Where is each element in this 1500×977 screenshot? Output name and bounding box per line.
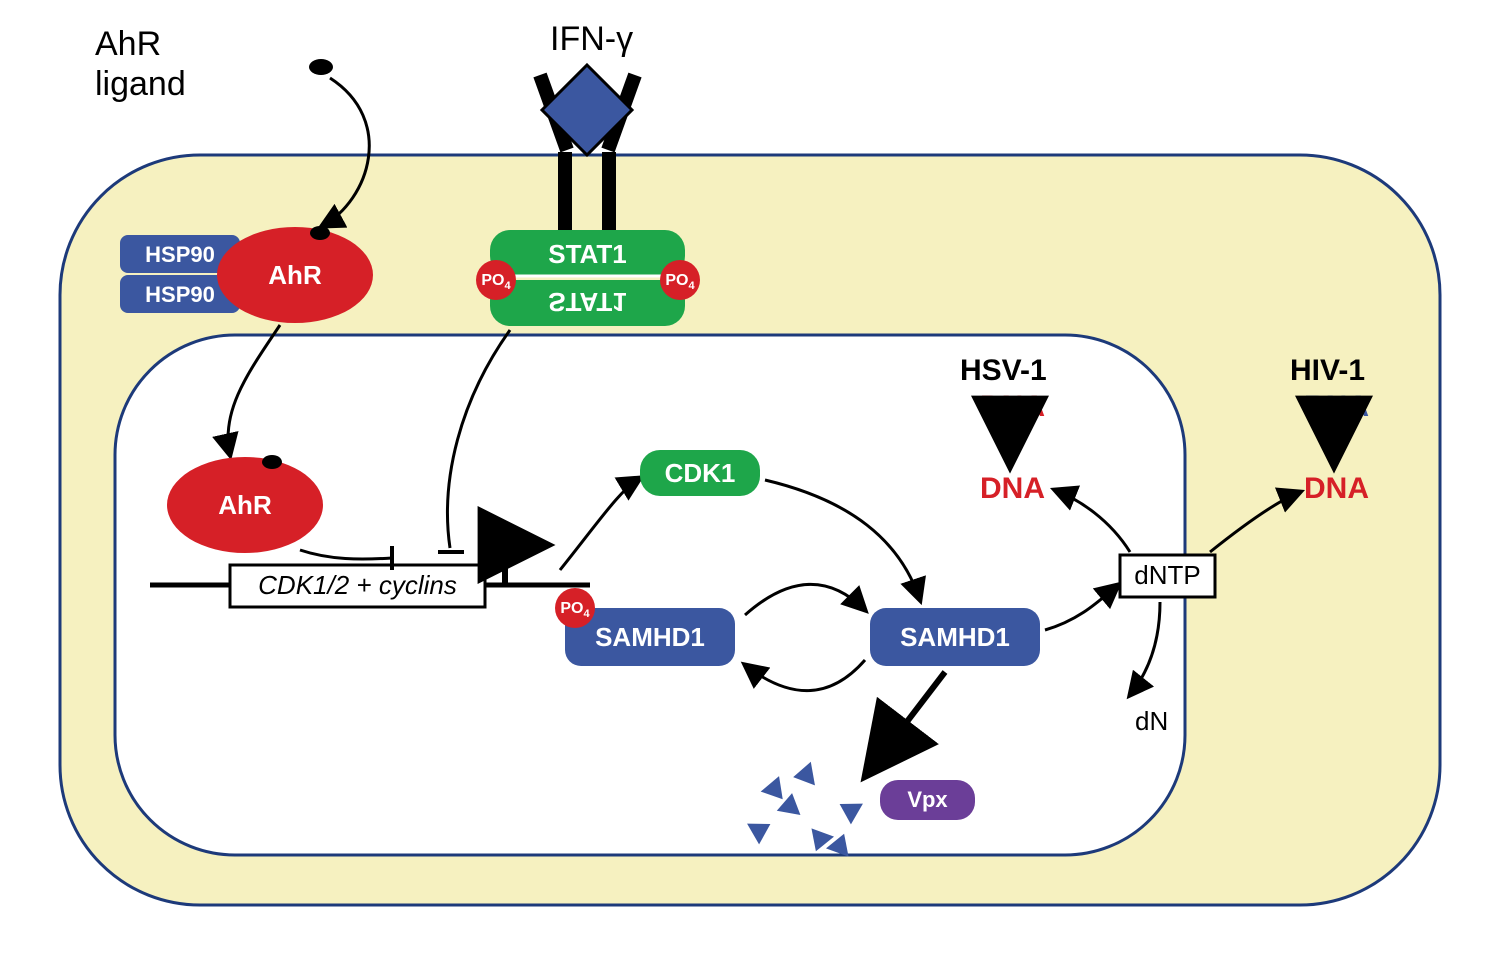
- ifn-gamma-diamond: [542, 65, 632, 155]
- hsv1-dna-bot: DNA: [980, 472, 1045, 505]
- ahr-ligand-dot: [309, 59, 333, 75]
- dntp-label: dNTP: [1134, 560, 1200, 590]
- samhd1-active-label: SAMHD1: [900, 622, 1010, 652]
- hsv1-dna-top: DNA: [980, 390, 1045, 423]
- ahr-nucleus-label: AhR: [218, 490, 272, 520]
- stat1-bot-label: STAT1: [548, 287, 626, 317]
- samhd1-phos-label: SAMHD1: [595, 622, 705, 652]
- hsp90-label-0: HSP90: [145, 242, 215, 267]
- receptor-stem-l: [558, 152, 572, 234]
- vpx-label: Vpx: [907, 787, 948, 812]
- ahr-ligand-label-2: ligand: [95, 65, 186, 103]
- dn-label: dN: [1135, 706, 1168, 736]
- ahr-nuc-ligand-dot: [262, 455, 282, 469]
- ifn-gamma-label: IFN-γ: [550, 20, 633, 58]
- hiv1-title: HIV-1: [1290, 354, 1365, 387]
- receptor-stem-r: [602, 152, 616, 234]
- hsp90-label-1: HSP90: [145, 282, 215, 307]
- hiv1-rna: RNA: [1304, 390, 1369, 423]
- gene-label: CDK1/2 + cyclins: [258, 570, 457, 600]
- stat1-top-label: STAT1: [548, 239, 626, 269]
- ahr-cyto-label: AhR: [268, 260, 322, 290]
- stat1-bot-label-group: STAT1: [548, 287, 626, 317]
- hsv1-title: HSV-1: [960, 354, 1047, 387]
- ahr-cyto-ligand-dot: [310, 226, 330, 240]
- cdk1-label: CDK1: [665, 458, 736, 488]
- ahr-ligand-label-1: AhR: [95, 25, 161, 63]
- hiv1-dna: DNA: [1304, 472, 1369, 505]
